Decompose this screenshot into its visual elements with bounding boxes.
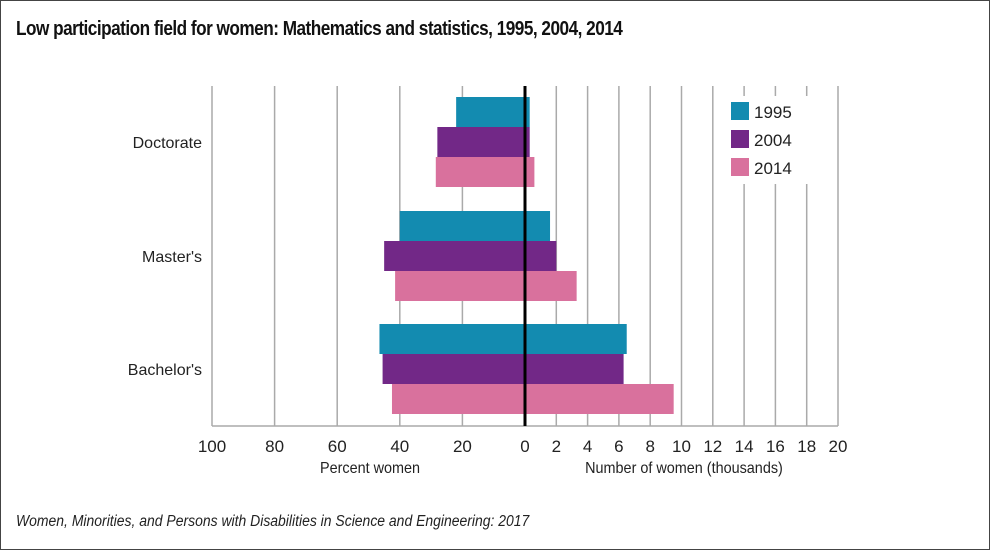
legend-label: 2014 — [754, 159, 792, 178]
bar-number-1995 — [525, 97, 530, 127]
right-tick-label: 14 — [735, 437, 754, 456]
bar-percent-1995 — [399, 211, 525, 241]
right-tick-label: 2 — [552, 437, 561, 456]
right-tick-label: 18 — [797, 437, 816, 456]
bar-number-2014 — [525, 271, 577, 301]
bar-percent-2004 — [384, 241, 525, 271]
bar-percent-2014 — [391, 384, 525, 414]
bar-number-1995 — [525, 211, 551, 241]
bar-percent-1995 — [379, 324, 525, 354]
legend: 1995 2004 2014 — [722, 96, 808, 184]
right-tick-label: 20 — [829, 437, 848, 456]
bar-number-2004 — [525, 127, 530, 157]
left-tick-label: 40 — [390, 437, 409, 456]
right-tick-label: 6 — [614, 437, 623, 456]
bar-number-2004 — [525, 241, 557, 271]
legend-swatch-2004 — [731, 130, 749, 148]
bar-number-2014 — [525, 384, 674, 414]
left-axis-label: Percent women — [320, 459, 420, 477]
legend-swatch-2014 — [731, 158, 749, 176]
right-axis-label: Number of women (thousands) — [585, 459, 783, 477]
source-note: Women, Minorities, and Persons with Disa… — [16, 513, 530, 530]
left-tick-label: 100 — [198, 437, 226, 456]
right-tick-label: 4 — [583, 437, 592, 456]
category-label: Doctorate — [133, 135, 202, 152]
left-tick-label: 60 — [328, 437, 347, 456]
bars — [379, 97, 674, 414]
legend-label: 2004 — [754, 131, 792, 150]
right-tick-label: 10 — [672, 437, 691, 456]
bar-percent-2014 — [435, 157, 525, 187]
left-tick-label: 0 — [520, 437, 529, 456]
right-tick-label: 16 — [766, 437, 785, 456]
right-tick-label: 12 — [703, 437, 722, 456]
category-label: Bachelor's — [128, 362, 202, 379]
bar-number-2014 — [525, 157, 535, 187]
bar-percent-2004 — [382, 354, 525, 384]
category-label: Master's — [142, 249, 202, 266]
tick-labels: 100 80 60 40 20 0 2 4 6 8 10 12 14 16 18 20 — [198, 437, 848, 456]
chart-title: Low participation field for women: Mathe… — [16, 18, 623, 40]
right-tick-label: 8 — [645, 437, 654, 456]
bar-number-1995 — [525, 324, 627, 354]
bar-percent-1995 — [456, 97, 525, 127]
bar-percent-2004 — [437, 127, 525, 157]
bar-number-2004 — [525, 354, 624, 384]
left-tick-label: 20 — [453, 437, 472, 456]
category-labels: Doctorate Master's Bachelor's — [128, 135, 202, 379]
bar-percent-2014 — [395, 271, 525, 301]
legend-swatch-1995 — [731, 102, 749, 120]
legend-label: 1995 — [754, 103, 792, 122]
left-tick-label: 80 — [265, 437, 284, 456]
